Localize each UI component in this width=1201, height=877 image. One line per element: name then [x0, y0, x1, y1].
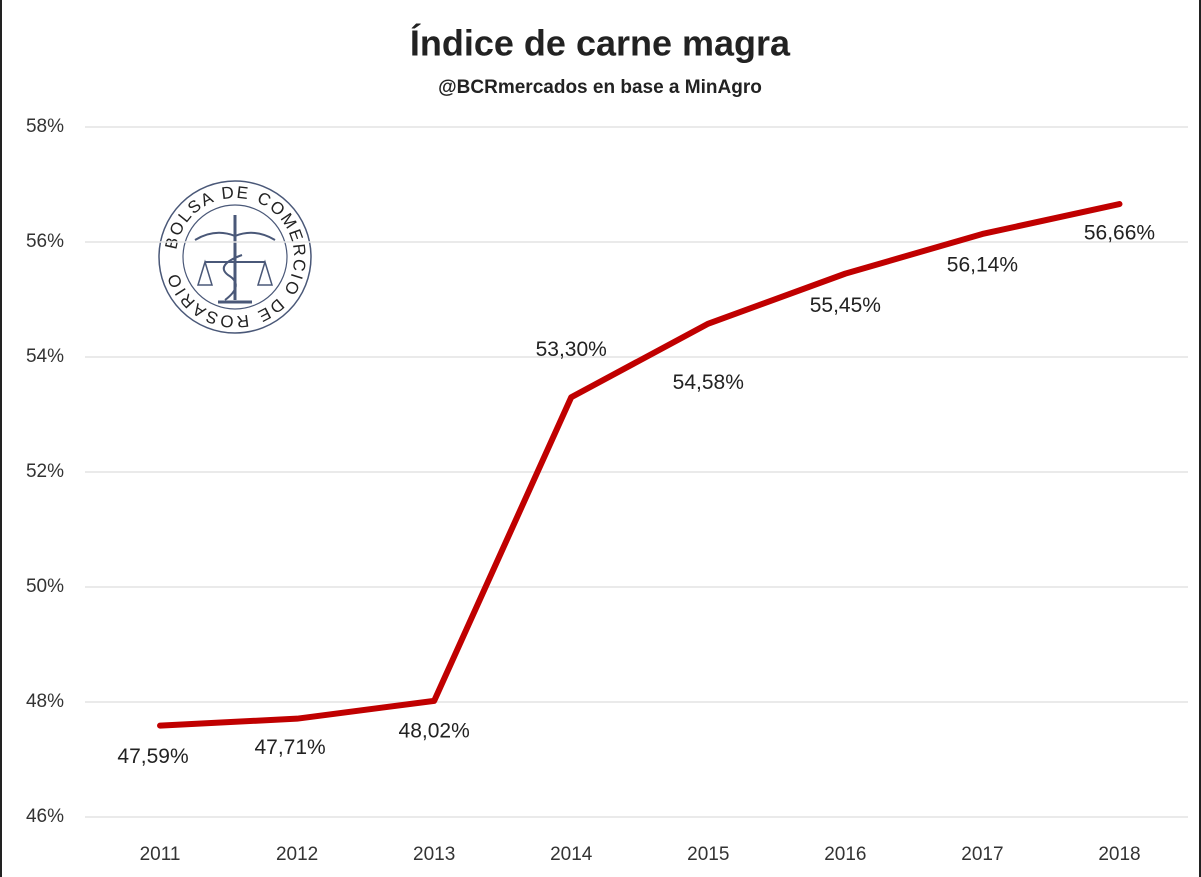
x-tick-label: 2017	[961, 844, 1003, 865]
data-label: 48,02%	[399, 719, 470, 742]
y-tick-label: 58%	[26, 116, 64, 137]
x-tick-label: 2011	[140, 844, 181, 865]
y-tick-label: 52%	[26, 461, 64, 482]
y-tick-label: 54%	[26, 346, 64, 367]
chart-title: Índice de carne magra	[410, 23, 791, 64]
x-tick-label: 2013	[413, 844, 455, 865]
chart-subtitle: @BCRmercados en base a MinAgro	[438, 77, 762, 98]
y-tick-label: 46%	[26, 806, 64, 827]
data-label: 55,45%	[810, 294, 881, 317]
data-label: 53,30%	[536, 338, 607, 361]
x-tick-label: 2014	[550, 844, 593, 865]
data-label: 56,14%	[947, 253, 1018, 276]
data-label: 47,59%	[117, 745, 188, 768]
y-tick-label: 50%	[26, 576, 64, 597]
y-tick-label: 56%	[26, 231, 64, 252]
data-line	[157, 201, 1123, 729]
x-tick-label: 2012	[276, 844, 318, 865]
y-tick-label: 48%	[26, 691, 64, 712]
data-label: 47,71%	[254, 736, 325, 759]
data-label: 56,66%	[1084, 222, 1155, 245]
x-tick-label: 2016	[824, 844, 866, 865]
x-tick-label: 2015	[687, 844, 729, 865]
x-tick-label: 2018	[1098, 844, 1140, 865]
data-label: 54,58%	[673, 371, 744, 394]
